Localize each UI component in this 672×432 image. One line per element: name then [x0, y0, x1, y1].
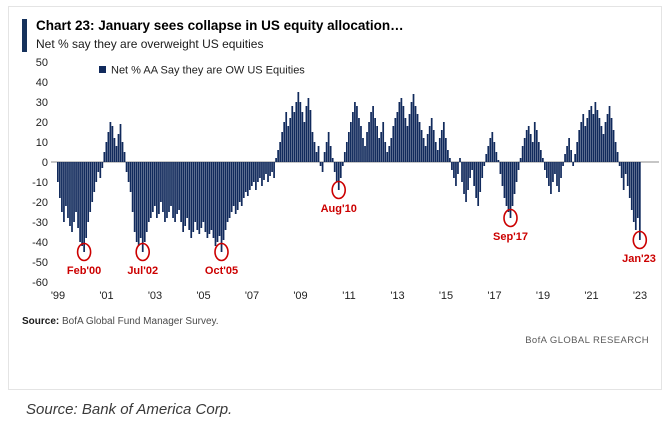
- svg-text:-50: -50: [32, 257, 48, 269]
- chart-title: Chart 23: January sees collapse in US eq…: [36, 18, 404, 33]
- svg-text:'01: '01: [99, 290, 113, 302]
- svg-text:'15: '15: [439, 290, 453, 302]
- svg-text:40: 40: [36, 77, 48, 89]
- svg-text:'09: '09: [293, 290, 307, 302]
- svg-text:'17: '17: [487, 290, 501, 302]
- svg-text:-20: -20: [32, 197, 48, 209]
- svg-text:'03: '03: [148, 290, 162, 302]
- svg-text:-40: -40: [32, 237, 48, 249]
- svg-text:'19: '19: [536, 290, 550, 302]
- title-accent-bar: [22, 19, 27, 52]
- svg-text:10: 10: [36, 137, 48, 149]
- svg-text:-60: -60: [32, 277, 48, 289]
- svg-text:-10: -10: [32, 177, 48, 189]
- chart-subtitle: Net % say they are overweight US equitie…: [36, 36, 264, 51]
- chart-header: Chart 23: January sees collapse in US eq…: [9, 7, 661, 52]
- source-label: Source:: [22, 316, 60, 327]
- chart-footer: Source: BofA Global Fund Manager Survey.…: [9, 316, 661, 346]
- chart-card: Chart 23: January sees collapse in US eq…: [8, 6, 662, 390]
- svg-text:'23: '23: [633, 290, 647, 302]
- svg-text:'13: '13: [390, 290, 404, 302]
- svg-text:-30: -30: [32, 217, 48, 229]
- svg-text:Sep'17: Sep'17: [493, 231, 528, 243]
- svg-text:0: 0: [42, 157, 48, 169]
- svg-text:'11: '11: [342, 290, 356, 302]
- svg-text:Jan'23: Jan'23: [622, 253, 656, 265]
- svg-text:20: 20: [36, 117, 48, 129]
- svg-text:Oct'05: Oct'05: [205, 265, 238, 277]
- source-line: Source: BofA Global Fund Manager Survey.: [22, 316, 649, 327]
- svg-text:Net % AA Say they are OW US Eq: Net % AA Say they are OW US Equities: [111, 65, 305, 77]
- bofa-global-research-brand: BofA GLOBAL RESEARCH: [525, 335, 649, 346]
- image-caption: Source: Bank of America Corp.: [26, 401, 233, 418]
- svg-text:50: 50: [36, 57, 48, 69]
- svg-text:'99: '99: [51, 290, 65, 302]
- svg-text:'05: '05: [196, 290, 210, 302]
- title-block: Chart 23: January sees collapse in US eq…: [36, 18, 404, 51]
- source-text: BofA Global Fund Manager Survey.: [62, 316, 219, 327]
- svg-text:Aug'10: Aug'10: [321, 203, 357, 215]
- svg-text:Jul'02: Jul'02: [127, 265, 158, 277]
- svg-text:Feb'00: Feb'00: [67, 265, 101, 277]
- svg-text:30: 30: [36, 97, 48, 109]
- bar-chart: 50 40 30 20 10 0 -10 -20 -30 -40 -50 -60'99 '01 '03 '0…: [32, 57, 659, 302]
- svg-text:'21: '21: [584, 290, 598, 302]
- svg-text:'07: '07: [245, 290, 259, 302]
